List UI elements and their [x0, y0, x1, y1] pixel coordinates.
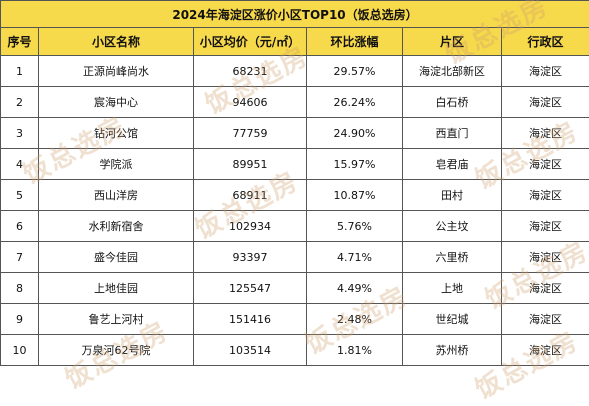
- cell-rank: 10: [1, 335, 39, 366]
- cell-area: 公主坟: [403, 211, 502, 242]
- cell-district: 海淀区: [502, 242, 589, 273]
- cell-name: 盛今佳园: [39, 242, 194, 273]
- cell-change: 15.97%: [307, 149, 403, 180]
- cell-area: 白石桥: [403, 87, 502, 118]
- cell-area: 上地: [403, 273, 502, 304]
- cell-name: 水利新宿舍: [39, 211, 194, 242]
- cell-price: 77759: [194, 118, 307, 149]
- cell-district: 海淀区: [502, 273, 589, 304]
- cell-area: 西直门: [403, 118, 502, 149]
- cell-rank: 6: [1, 211, 39, 242]
- cell-change: 5.76%: [307, 211, 403, 242]
- cell-area: 田村: [403, 180, 502, 211]
- header-change: 环比涨幅: [307, 28, 403, 56]
- cell-price: 103514: [194, 335, 307, 366]
- cell-name: 正源尚峰尚水: [39, 56, 194, 87]
- header-price: 小区均价（元/㎡）: [194, 28, 307, 56]
- header-area: 片区: [403, 28, 502, 56]
- cell-price: 89951: [194, 149, 307, 180]
- cell-rank: 1: [1, 56, 39, 87]
- cell-name: 学院派: [39, 149, 194, 180]
- cell-price: 125547: [194, 273, 307, 304]
- cell-district: 海淀区: [502, 56, 589, 87]
- cell-name: 万泉河62号院: [39, 335, 194, 366]
- cell-area: 苏州桥: [403, 335, 502, 366]
- cell-district: 海淀区: [502, 180, 589, 211]
- cell-rank: 3: [1, 118, 39, 149]
- cell-rank: 5: [1, 180, 39, 211]
- cell-change: 10.87%: [307, 180, 403, 211]
- cell-district: 海淀区: [502, 304, 589, 335]
- cell-area: 海淀北部新区: [403, 56, 502, 87]
- cell-rank: 9: [1, 304, 39, 335]
- cell-rank: 2: [1, 87, 39, 118]
- cell-district: 海淀区: [502, 149, 589, 180]
- cell-rank: 4: [1, 149, 39, 180]
- cell-district: 海淀区: [502, 118, 589, 149]
- cell-price: 151416: [194, 304, 307, 335]
- price-rise-table: 2024年海淀区涨价小区TOP10（饭总选房） 序号 小区名称 小区均价（元/㎡…: [0, 0, 589, 366]
- cell-area: 皂君庙: [403, 149, 502, 180]
- cell-rank: 7: [1, 242, 39, 273]
- cell-district: 海淀区: [502, 335, 589, 366]
- cell-area: 六里桥: [403, 242, 502, 273]
- cell-district: 海淀区: [502, 211, 589, 242]
- cell-change: 4.49%: [307, 273, 403, 304]
- cell-change: 26.24%: [307, 87, 403, 118]
- cell-name: 钻河公馆: [39, 118, 194, 149]
- cell-name: 西山洋房: [39, 180, 194, 211]
- header-district: 行政区: [502, 28, 589, 56]
- cell-change: 2.48%: [307, 304, 403, 335]
- header-rank: 序号: [1, 28, 39, 56]
- cell-change: 24.90%: [307, 118, 403, 149]
- cell-district: 海淀区: [502, 87, 589, 118]
- cell-price: 102934: [194, 211, 307, 242]
- table-header-row: 序号 小区名称 小区均价（元/㎡） 环比涨幅 片区 行政区: [1, 28, 589, 56]
- cell-rank: 8: [1, 273, 39, 304]
- cell-area: 世纪城: [403, 304, 502, 335]
- cell-change: 1.81%: [307, 335, 403, 366]
- cell-change: 29.57%: [307, 56, 403, 87]
- cell-name: 宸海中心: [39, 87, 194, 118]
- header-name: 小区名称: [39, 28, 194, 56]
- table-title: 2024年海淀区涨价小区TOP10（饭总选房）: [1, 1, 589, 28]
- cell-price: 68231: [194, 56, 307, 87]
- cell-price: 94606: [194, 87, 307, 118]
- table-title-row: 2024年海淀区涨价小区TOP10（饭总选房）: [1, 1, 589, 28]
- cell-name: 鲁艺上河村: [39, 304, 194, 335]
- cell-price: 93397: [194, 242, 307, 273]
- cell-name: 上地佳园: [39, 273, 194, 304]
- cell-price: 68911: [194, 180, 307, 211]
- cell-change: 4.71%: [307, 242, 403, 273]
